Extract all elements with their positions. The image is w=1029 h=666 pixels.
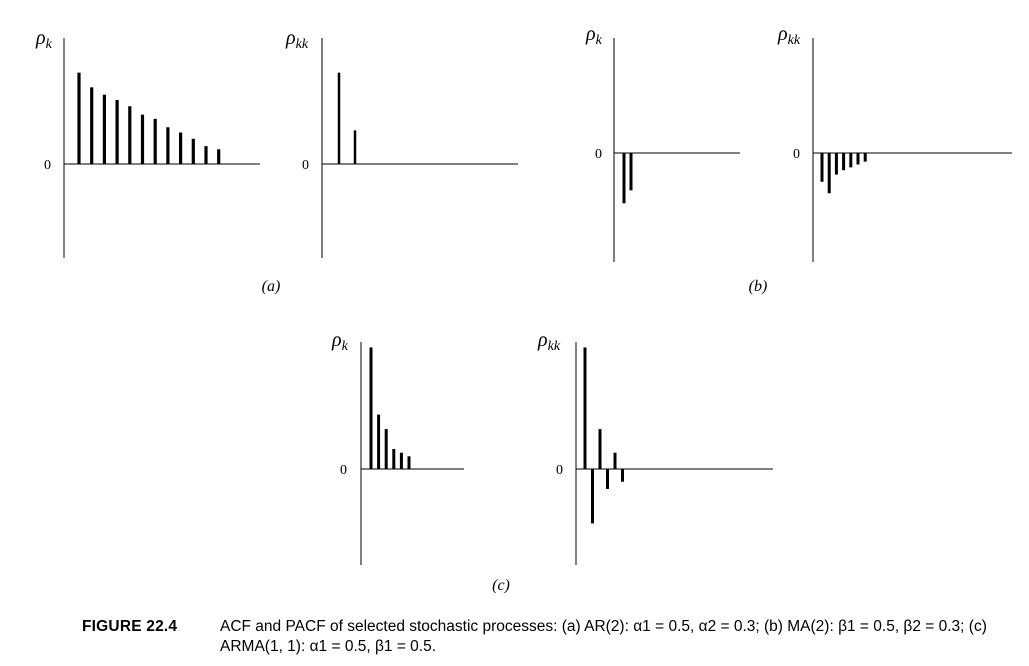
lag-bar	[598, 429, 602, 469]
zero-tick-label: 0	[793, 147, 800, 162]
lag-bar	[591, 469, 594, 524]
lag-bar	[820, 153, 824, 182]
y-axis-label: ρkk	[537, 329, 561, 354]
chart-panel-5: ρk 0	[331, 329, 464, 565]
lag-bar	[140, 114, 145, 164]
zero-tick-label: 0	[44, 158, 51, 173]
chart-panels: ρk 0 ρkk 0 ρk 0 ρkk 0 ρk 0 ρkk 0	[35, 23, 1012, 565]
chart-panel-1: ρk 0	[35, 27, 260, 258]
lag-bar	[606, 469, 609, 489]
y-axis-label: ρk	[331, 329, 349, 354]
lag-bar	[369, 347, 373, 469]
lag-bar	[191, 138, 195, 164]
zero-tick-label: 0	[595, 147, 602, 162]
lag-bar	[377, 414, 381, 469]
lag-bar	[629, 153, 633, 191]
chart-panel-6: ρkk 0	[537, 329, 773, 565]
lag-bar	[856, 153, 860, 165]
lag-bar	[583, 347, 587, 469]
y-axis-label: ρk	[35, 27, 53, 52]
lag-bar	[204, 146, 208, 164]
lag-bar	[128, 106, 132, 164]
lag-bar	[115, 99, 119, 164]
panel-label: (b)	[749, 278, 768, 295]
lag-bar	[621, 469, 624, 482]
lag-bar	[622, 153, 626, 204]
lag-bar	[166, 127, 170, 164]
chart-panel-3: ρk 0	[585, 23, 740, 262]
chart-panel-4: ρkk 0	[777, 23, 1012, 262]
lag-bar	[353, 130, 357, 164]
lag-bar	[77, 72, 81, 164]
lag-bar	[842, 153, 846, 171]
y-axis-label: ρkk	[777, 23, 801, 48]
zero-tick-label: 0	[340, 463, 347, 478]
lag-bar	[217, 149, 221, 164]
lag-bar	[827, 153, 831, 194]
y-axis-label: ρkk	[285, 27, 309, 52]
lag-bar	[179, 132, 183, 164]
lag-bar	[384, 429, 388, 469]
lag-bar	[613, 452, 617, 469]
zero-tick-label: 0	[302, 158, 309, 173]
lag-bar	[90, 87, 94, 164]
lag-bar	[863, 153, 867, 162]
zero-tick-label: 0	[556, 463, 563, 478]
lag-bar	[849, 153, 853, 168]
lag-bar	[399, 452, 403, 469]
lag-bar	[834, 153, 838, 175]
lag-bar	[407, 456, 411, 469]
figure-number: FIGURE 22.4	[82, 618, 178, 635]
lag-bar	[153, 118, 157, 164]
lag-bar	[337, 72, 341, 164]
lag-bar	[392, 449, 396, 469]
panel-label: (a)	[262, 278, 281, 295]
panel-labels: (a) (b) (c)	[262, 278, 768, 594]
figure-caption-text: ACF and PACF of selected stochastic proc…	[220, 618, 987, 655]
chart-panel-2: ρkk 0	[285, 27, 518, 258]
lag-bar	[102, 94, 106, 164]
panel-label: (c)	[492, 577, 510, 594]
y-axis-label: ρk	[585, 23, 603, 48]
